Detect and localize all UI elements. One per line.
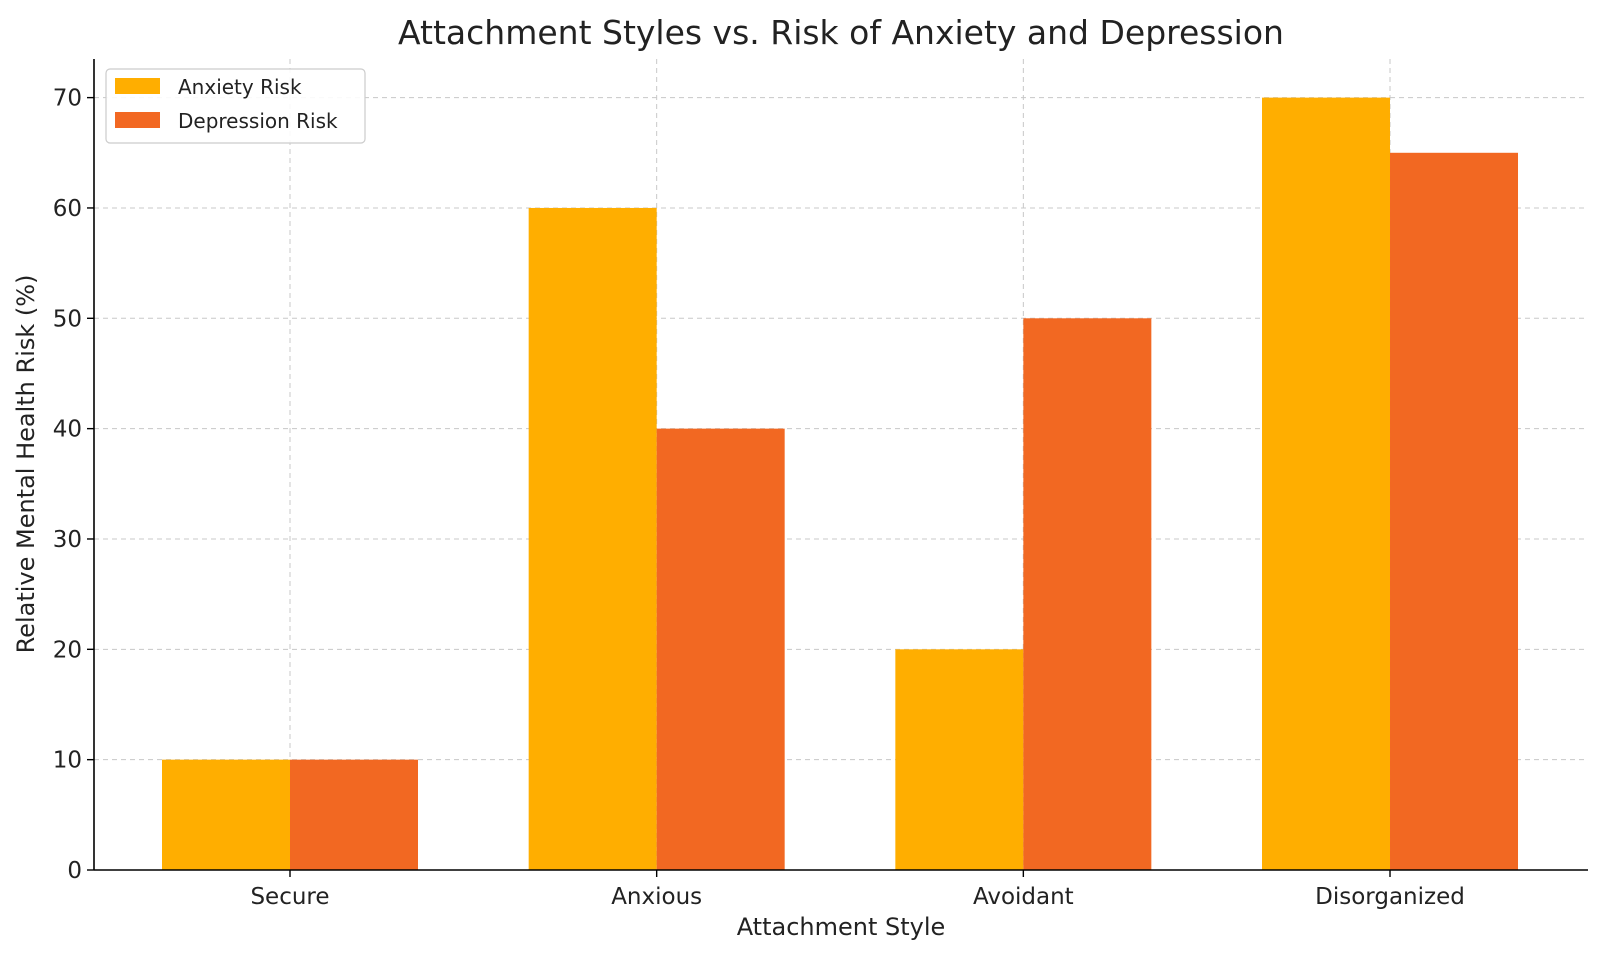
y-tick-label: 10 — [53, 748, 82, 774]
bar-depression-risk-disorganized — [1390, 152, 1519, 870]
y-tick-label: 40 — [53, 417, 82, 443]
y-tick-label: 0 — [67, 858, 82, 884]
bar-anxiety-risk-avoidant — [895, 649, 1024, 870]
x-tick-label: Secure — [250, 884, 329, 910]
legend: Anxiety Risk Depression Risk — [105, 68, 366, 144]
bar-depression-risk-anxious — [656, 428, 785, 870]
bar-anxiety-risk-secure — [162, 759, 290, 870]
bar-anxiety-risk-disorganized — [1262, 97, 1391, 871]
legend-label-anxiety-risk: Anxiety Risk — [178, 75, 302, 99]
y-tick-label: 20 — [53, 637, 82, 663]
legend-frame — [105, 68, 366, 144]
chart-title: Attachment Styles vs. Risk of Anxiety an… — [398, 13, 1284, 52]
bar-anxiety-risk-anxious — [528, 207, 657, 871]
x-axis-label: Attachment Style — [737, 913, 946, 941]
ticks-layer: 0 10 20 30 40 50 60 70 Secure Anxious Avoidant Diso… — [53, 86, 1465, 910]
x-tick-label: Avoidant — [973, 884, 1074, 910]
y-tick-label: 50 — [53, 306, 82, 332]
legend-swatch-anxiety-risk — [115, 78, 160, 94]
bar-depression-risk-avoidant — [1023, 318, 1152, 870]
legend-swatch-depression-risk — [115, 112, 160, 128]
y-axis-label: Relative Mental Health Risk (%) — [12, 275, 40, 654]
axes-layer — [93, 59, 1588, 871]
x-tick-label: Anxious — [611, 884, 702, 910]
y-tick-label: 70 — [53, 86, 82, 112]
legend-label-depression-risk: Depression Risk — [178, 109, 338, 133]
bars-layer — [162, 97, 1519, 871]
x-tick-label: Disorganized — [1315, 884, 1465, 910]
y-tick-label: 30 — [53, 527, 82, 553]
bar-depression-risk-secure — [290, 759, 418, 870]
y-tick-label: 60 — [53, 196, 82, 222]
